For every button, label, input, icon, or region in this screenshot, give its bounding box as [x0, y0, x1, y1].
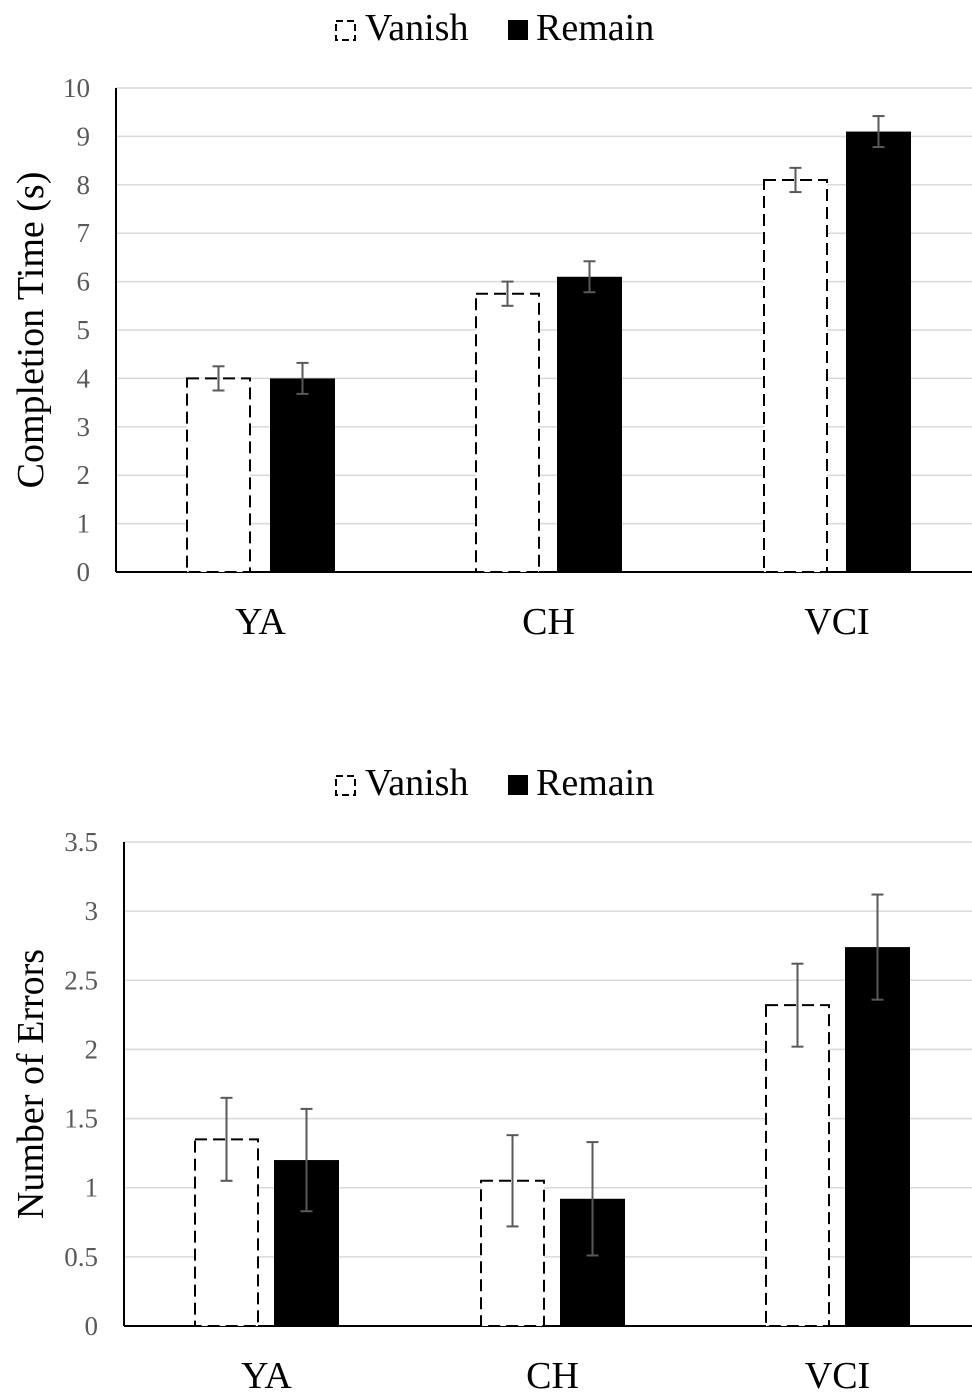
bar-vanish	[475, 292, 540, 573]
x-category-label: CH	[522, 601, 575, 643]
y-tick-label: 2	[77, 460, 91, 490]
x-category-label: VCI	[804, 601, 869, 643]
x-category-label: CH	[526, 1355, 579, 1392]
legend-swatch-remain	[508, 775, 528, 795]
legend-label-vanish: Vanish	[365, 762, 468, 804]
y-tick-label: 10	[63, 73, 90, 103]
legend-label-remain: Remain	[536, 762, 654, 804]
y-tick-label: 4	[77, 363, 91, 393]
y-tick-label: 3	[77, 412, 91, 442]
y-tick-label: 5	[77, 315, 91, 345]
bar-remain	[846, 131, 911, 572]
y-tick-label: 2	[85, 1034, 99, 1064]
x-category-label: YA	[241, 1355, 292, 1392]
bar-vanish	[763, 178, 828, 574]
y-tick-label: 3.5	[64, 827, 98, 857]
y-axis-label: Number of Errors	[10, 949, 52, 1219]
y-tick-label: 0.5	[64, 1242, 98, 1272]
bar-remain	[845, 947, 910, 1326]
y-tick-label: 8	[77, 170, 91, 200]
y-tick-label: 0	[77, 557, 91, 587]
bar-vanish	[186, 377, 251, 573]
x-category-label: VCI	[805, 1355, 870, 1392]
legend-label-vanish: Vanish	[365, 7, 468, 49]
y-tick-label: 7	[77, 218, 91, 248]
y-axis-label: Completion Time (s)	[10, 172, 52, 489]
bar-vanish	[765, 1004, 830, 1327]
y-tick-label: 1.5	[64, 1104, 98, 1134]
y-tick-label: 1	[77, 509, 91, 539]
legend-swatch-vanish	[335, 775, 356, 796]
y-tick-label: 9	[77, 121, 91, 151]
legend-swatch-vanish	[335, 20, 356, 41]
y-tick-label: 3	[85, 896, 99, 926]
y-tick-label: 6	[77, 267, 91, 297]
legend-swatch-remain	[508, 20, 528, 40]
bar-remain	[270, 378, 335, 572]
y-tick-label: 2.5	[64, 965, 98, 995]
x-category-label: YA	[235, 601, 286, 643]
y-tick-label: 0	[85, 1311, 99, 1341]
legend-label-remain: Remain	[536, 7, 654, 49]
y-tick-label: 1	[85, 1173, 99, 1203]
bar-remain	[557, 276, 622, 572]
